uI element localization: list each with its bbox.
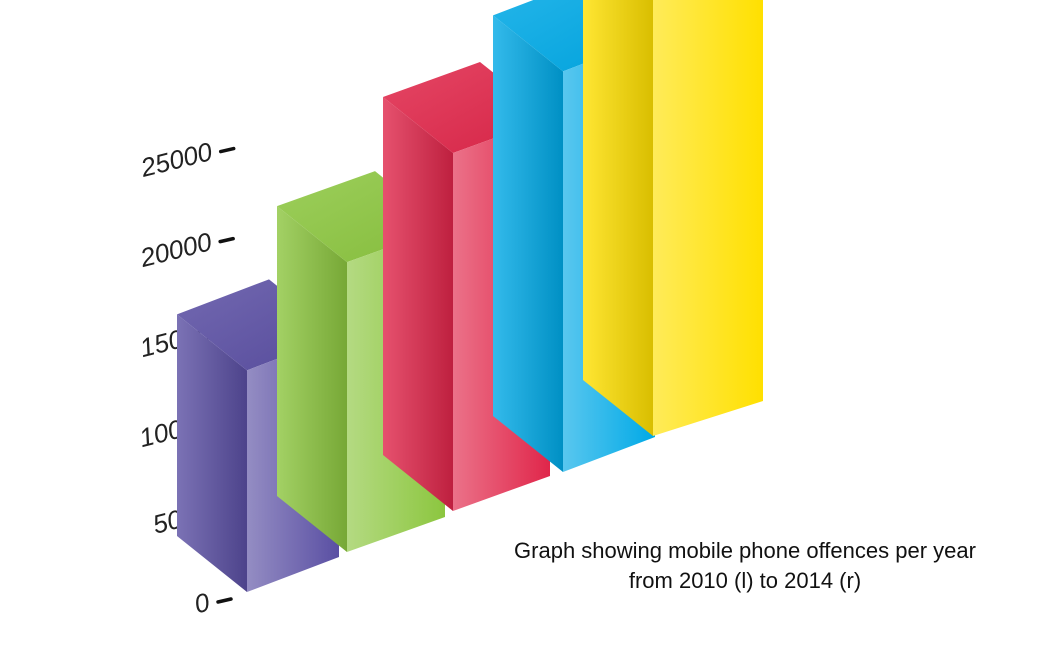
bars-group [177,0,763,592]
y-tick-mark [218,146,236,154]
caption-line-1: Graph showing mobile phone offences per … [514,538,976,563]
bar-side-face [583,0,653,436]
bar-front-face [653,0,763,436]
caption-line-2: from 2010 (l) to 2014 (r) [628,568,862,593]
bar-side-face [277,206,347,552]
y-tick-mark [216,597,233,604]
chart-caption: Graph showing mobile phone offences per … [462,536,1028,596]
y-tick-mark [218,236,235,244]
bar-2014 [583,0,763,436]
y-tick: 0 [191,587,233,620]
bar-side-face [493,15,563,472]
bar-side-face [177,314,247,592]
bar-side-face [383,96,453,511]
y-tick: 25000 [137,136,236,183]
y-tick-label: 25000 [137,136,216,183]
y-tick: 20000 [136,226,235,273]
y-tick-label: 20000 [136,226,215,273]
y-tick-label: 0 [191,587,213,620]
